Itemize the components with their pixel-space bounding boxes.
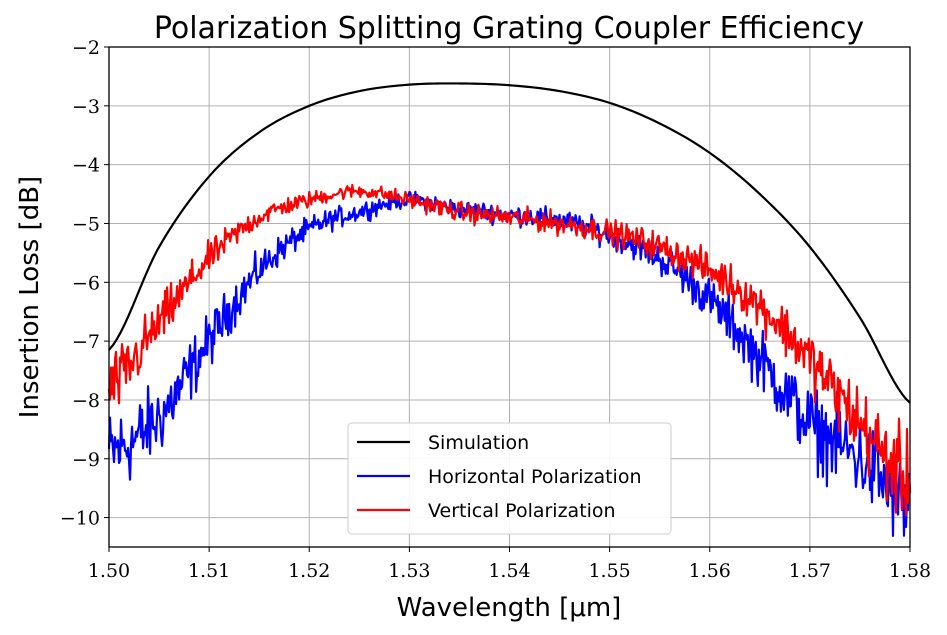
y-tick-label: −4 bbox=[72, 155, 100, 177]
legend-label: Simulation bbox=[428, 432, 529, 454]
y-tick-label: −2 bbox=[72, 37, 100, 59]
y-tick-label: −10 bbox=[60, 508, 100, 530]
series-line-0 bbox=[108, 82, 911, 404]
y-tick-label: −7 bbox=[72, 331, 100, 353]
x-tick-label: 1.54 bbox=[488, 560, 530, 582]
legend: Simulation Horizontal Polarization Vertica… bbox=[347, 422, 672, 535]
x-axis-label: Wavelength [μm] bbox=[397, 593, 622, 623]
x-tick-label: 1.52 bbox=[288, 560, 330, 582]
x-tick-label: 1.55 bbox=[588, 560, 630, 582]
plot-area bbox=[107, 82, 912, 537]
y-tick-label: −3 bbox=[72, 96, 100, 118]
x-tick-label: 1.50 bbox=[88, 560, 130, 582]
y-tick-label: −5 bbox=[72, 213, 100, 235]
y-tick-label: −8 bbox=[72, 390, 100, 412]
legend-box bbox=[347, 422, 672, 535]
ticks: 1.50 1.51 1.52 1.53 1.54 1.55 1.56 1.57 1.58 −2 −3… bbox=[60, 37, 931, 582]
x-tick-label: 1.53 bbox=[388, 560, 430, 582]
x-tick-label: 1.56 bbox=[689, 560, 731, 582]
y-axis-label: Insertion Loss [dB] bbox=[15, 176, 45, 418]
legend-label: Vertical Polarization bbox=[428, 500, 616, 522]
x-tick-label: 1.51 bbox=[188, 560, 230, 582]
chart-title: Polarization Splitting Grating Coupler E… bbox=[154, 11, 864, 46]
y-tick-label: −6 bbox=[72, 272, 100, 294]
y-tick-label: −9 bbox=[72, 449, 100, 471]
x-tick-label: 1.58 bbox=[889, 560, 931, 582]
series-line-2 bbox=[107, 183, 912, 517]
legend-label: Horizontal Polarization bbox=[428, 466, 641, 488]
x-tick-label: 1.57 bbox=[789, 560, 831, 582]
